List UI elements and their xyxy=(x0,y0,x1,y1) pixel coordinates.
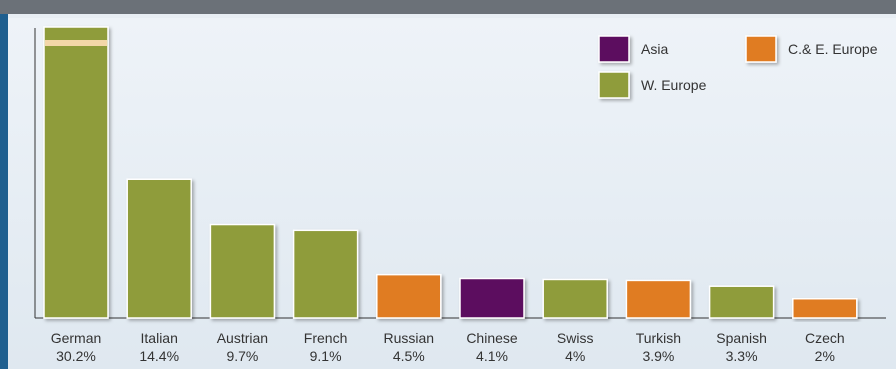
bar-spanish xyxy=(708,285,775,319)
bar-russian xyxy=(376,273,442,319)
bar-highlight-band xyxy=(45,40,107,46)
category-label: Italian xyxy=(141,330,178,346)
legend-label: C.& E. Europe xyxy=(788,41,878,57)
legend-swatch xyxy=(745,35,777,63)
bar-chinese xyxy=(459,277,525,319)
category-label: Turkish xyxy=(636,330,681,346)
bar-german xyxy=(43,26,109,319)
legend-swatch xyxy=(598,71,630,99)
bar-czech xyxy=(792,297,858,319)
left-rail xyxy=(0,14,8,369)
value-label: 4.5% xyxy=(393,348,425,364)
label-group: German 30.2% Italian 14.4% Austrian 9.7% Frenc… xyxy=(51,330,845,364)
value-label: 3.3% xyxy=(726,348,758,364)
category-label: Czech xyxy=(805,330,845,346)
bar-french xyxy=(292,229,359,319)
bar-italian xyxy=(126,178,192,319)
bar-turkish xyxy=(625,279,692,319)
bar-austrian xyxy=(209,223,276,319)
value-label: 14.4% xyxy=(139,348,179,364)
value-label: 9.7% xyxy=(226,348,258,364)
category-label: Spanish xyxy=(716,330,767,346)
category-label: French xyxy=(304,330,348,346)
legend-label: Asia xyxy=(641,41,668,57)
category-label: Swiss xyxy=(557,330,594,346)
value-label: 30.2% xyxy=(56,348,96,364)
value-label: 3.9% xyxy=(642,348,674,364)
legend-label: W. Europe xyxy=(641,77,707,93)
category-label: Russian xyxy=(384,330,435,346)
value-label: 4% xyxy=(565,348,585,364)
header-band xyxy=(0,0,896,14)
legend-swatch xyxy=(598,35,630,63)
value-label: 2% xyxy=(815,348,835,364)
value-label: 9.1% xyxy=(310,348,342,364)
value-label: 4.1% xyxy=(476,348,508,364)
category-label: German xyxy=(51,330,102,346)
category-label: Austrian xyxy=(217,330,268,346)
header-strip xyxy=(0,14,896,18)
category-label: Chinese xyxy=(466,330,518,346)
legend: Asia C.& E. Europe W. Europe xyxy=(598,35,878,99)
bar-swiss xyxy=(542,278,608,319)
bar-group xyxy=(43,26,858,319)
